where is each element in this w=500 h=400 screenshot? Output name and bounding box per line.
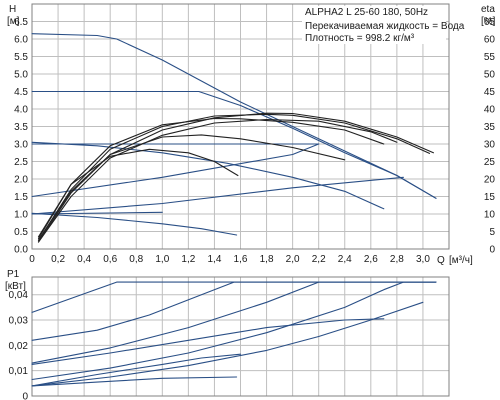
efficiency-curve: [37, 134, 346, 241]
efficiency-curve: [37, 117, 385, 240]
y-tick-label-head: 5.0: [14, 70, 28, 81]
y-tick-label-head: 4.5: [14, 87, 28, 98]
y2-tick-label-eta: 45: [484, 87, 496, 98]
chart-title: ALPHA2 L 25-60 180, 50Hz: [305, 7, 428, 18]
y-tick-label-head: 3.0: [14, 140, 28, 151]
y-tick-label-head: 2.0: [14, 175, 28, 186]
x-tick-label: 0,8: [129, 254, 143, 265]
y2-axis-unit-eta: [%]: [481, 16, 496, 27]
efficiency-curve: [37, 113, 431, 241]
x-tick-label: 2,8: [390, 254, 404, 265]
power-curve: [31, 281, 437, 381]
x-tick-label: 0: [29, 254, 35, 265]
y-axis-unit-power: [кВт]: [5, 281, 26, 292]
head-plot-series: [31, 33, 437, 243]
y2-tick-label-eta: 25: [484, 157, 496, 168]
y-tick-label-head: 1.5: [14, 192, 28, 203]
efficiency-curve: [37, 112, 434, 243]
y-tick-label-head: 5.5: [14, 52, 28, 63]
y2-tick-label-eta: 65: [484, 17, 496, 28]
y-tick-label-head: 6.0: [14, 35, 28, 46]
y-tick-label-head: 1.0: [14, 210, 28, 221]
y-tick-label-head: 6.5: [14, 17, 28, 28]
y2-tick-label-eta: 10: [484, 210, 496, 221]
x-tick-label: 1,8: [260, 254, 274, 265]
y-tick-label-power: 0,04: [9, 290, 29, 301]
y-tick-label-head: 3.5: [14, 122, 28, 133]
y2-tick-label-eta: 30: [484, 140, 496, 151]
x-tick-label: 1,4: [207, 254, 221, 265]
power-curve: [31, 318, 385, 365]
y2-tick-label-eta: 15: [484, 192, 496, 203]
power-plot-frame: [31, 276, 450, 397]
y2-tick-label-eta: 55: [484, 52, 496, 63]
power-plot-series: [31, 281, 437, 387]
power-curve: [31, 353, 242, 387]
head-curve: [31, 176, 404, 215]
efficiency-curve: [37, 118, 398, 243]
power-curve: [31, 281, 437, 364]
head-curve: [31, 212, 238, 236]
x-tick-label: 1,2: [181, 254, 195, 265]
y-tick-label-power: 0,01: [9, 366, 29, 377]
y-tick-label-power: 0: [22, 392, 28, 400]
x-tick-label: 2,4: [338, 254, 352, 265]
x-axis-label-q: Q: [437, 255, 445, 266]
power-curve: [31, 376, 238, 387]
y-axis-label-head: H: [9, 4, 16, 15]
power-curve: [31, 281, 437, 341]
x-tick-label: 0,6: [103, 254, 117, 265]
y2-tick-label-eta: 35: [484, 122, 496, 133]
y2-tick-label-eta: 50: [484, 70, 496, 81]
power-plot-ticks: 0 0,01 0,02 0,03 0,04: [9, 290, 29, 400]
y2-tick-label-eta: 60: [484, 35, 496, 46]
y2-axis-label-eta: eta: [481, 4, 495, 15]
head-curve: [31, 90, 437, 199]
power-curve: [31, 301, 424, 387]
y-tick-label-power: 0,02: [9, 341, 29, 352]
x-axis-unit-q: [м³/ч]: [449, 255, 473, 266]
head-curve: [31, 143, 320, 198]
power-curve: [31, 281, 437, 313]
x-tick-label: 0,4: [77, 254, 91, 265]
power-plot-grid: [31, 277, 449, 397]
x-tick-label: 1,6: [234, 254, 248, 265]
x-tick-label: 2,0: [286, 254, 300, 265]
x-tick-label: 2,2: [312, 254, 326, 265]
head-plot-frame: [31, 3, 450, 250]
y-tick-label-head: 2.5: [14, 157, 28, 168]
y-tick-label-head: 0.0: [14, 245, 28, 256]
title-backdrop: [302, 6, 446, 44]
head-curve: [31, 141, 385, 210]
x-tick-label: 1,0: [155, 254, 169, 265]
y-axis-unit-head: [м]: [7, 16, 20, 27]
y-tick-label-head: 4.0: [14, 105, 28, 116]
head-curve: [31, 33, 437, 199]
y2-tick-label-eta: 40: [484, 105, 496, 116]
y-tick-label-head: 0.5: [14, 227, 28, 238]
fluid-note: Перекачиваемая жидкость = Вода: [305, 21, 465, 32]
y-axis-label-power: P1: [7, 269, 20, 280]
density-note: Плотность = 998.2 кг/м³: [305, 33, 415, 44]
x-tick-label: 3,0: [416, 254, 430, 265]
head-plot-ticks: 0 0,2 0,4 0,6 0,8 1,0 1,2 1,4 1,6 1,8 2,0 2,2 2,4 2,6…: [14, 17, 495, 265]
y2-tick-label-eta: 5: [489, 227, 495, 238]
efficiency-curve: [37, 148, 239, 238]
y2-tick-label-eta: 20: [484, 175, 496, 186]
x-tick-label: 0,2: [51, 254, 65, 265]
x-tick-label: 2,6: [364, 254, 378, 265]
y2-tick-label-eta: 0: [489, 245, 495, 256]
y-tick-label-power: 0,03: [9, 316, 29, 327]
